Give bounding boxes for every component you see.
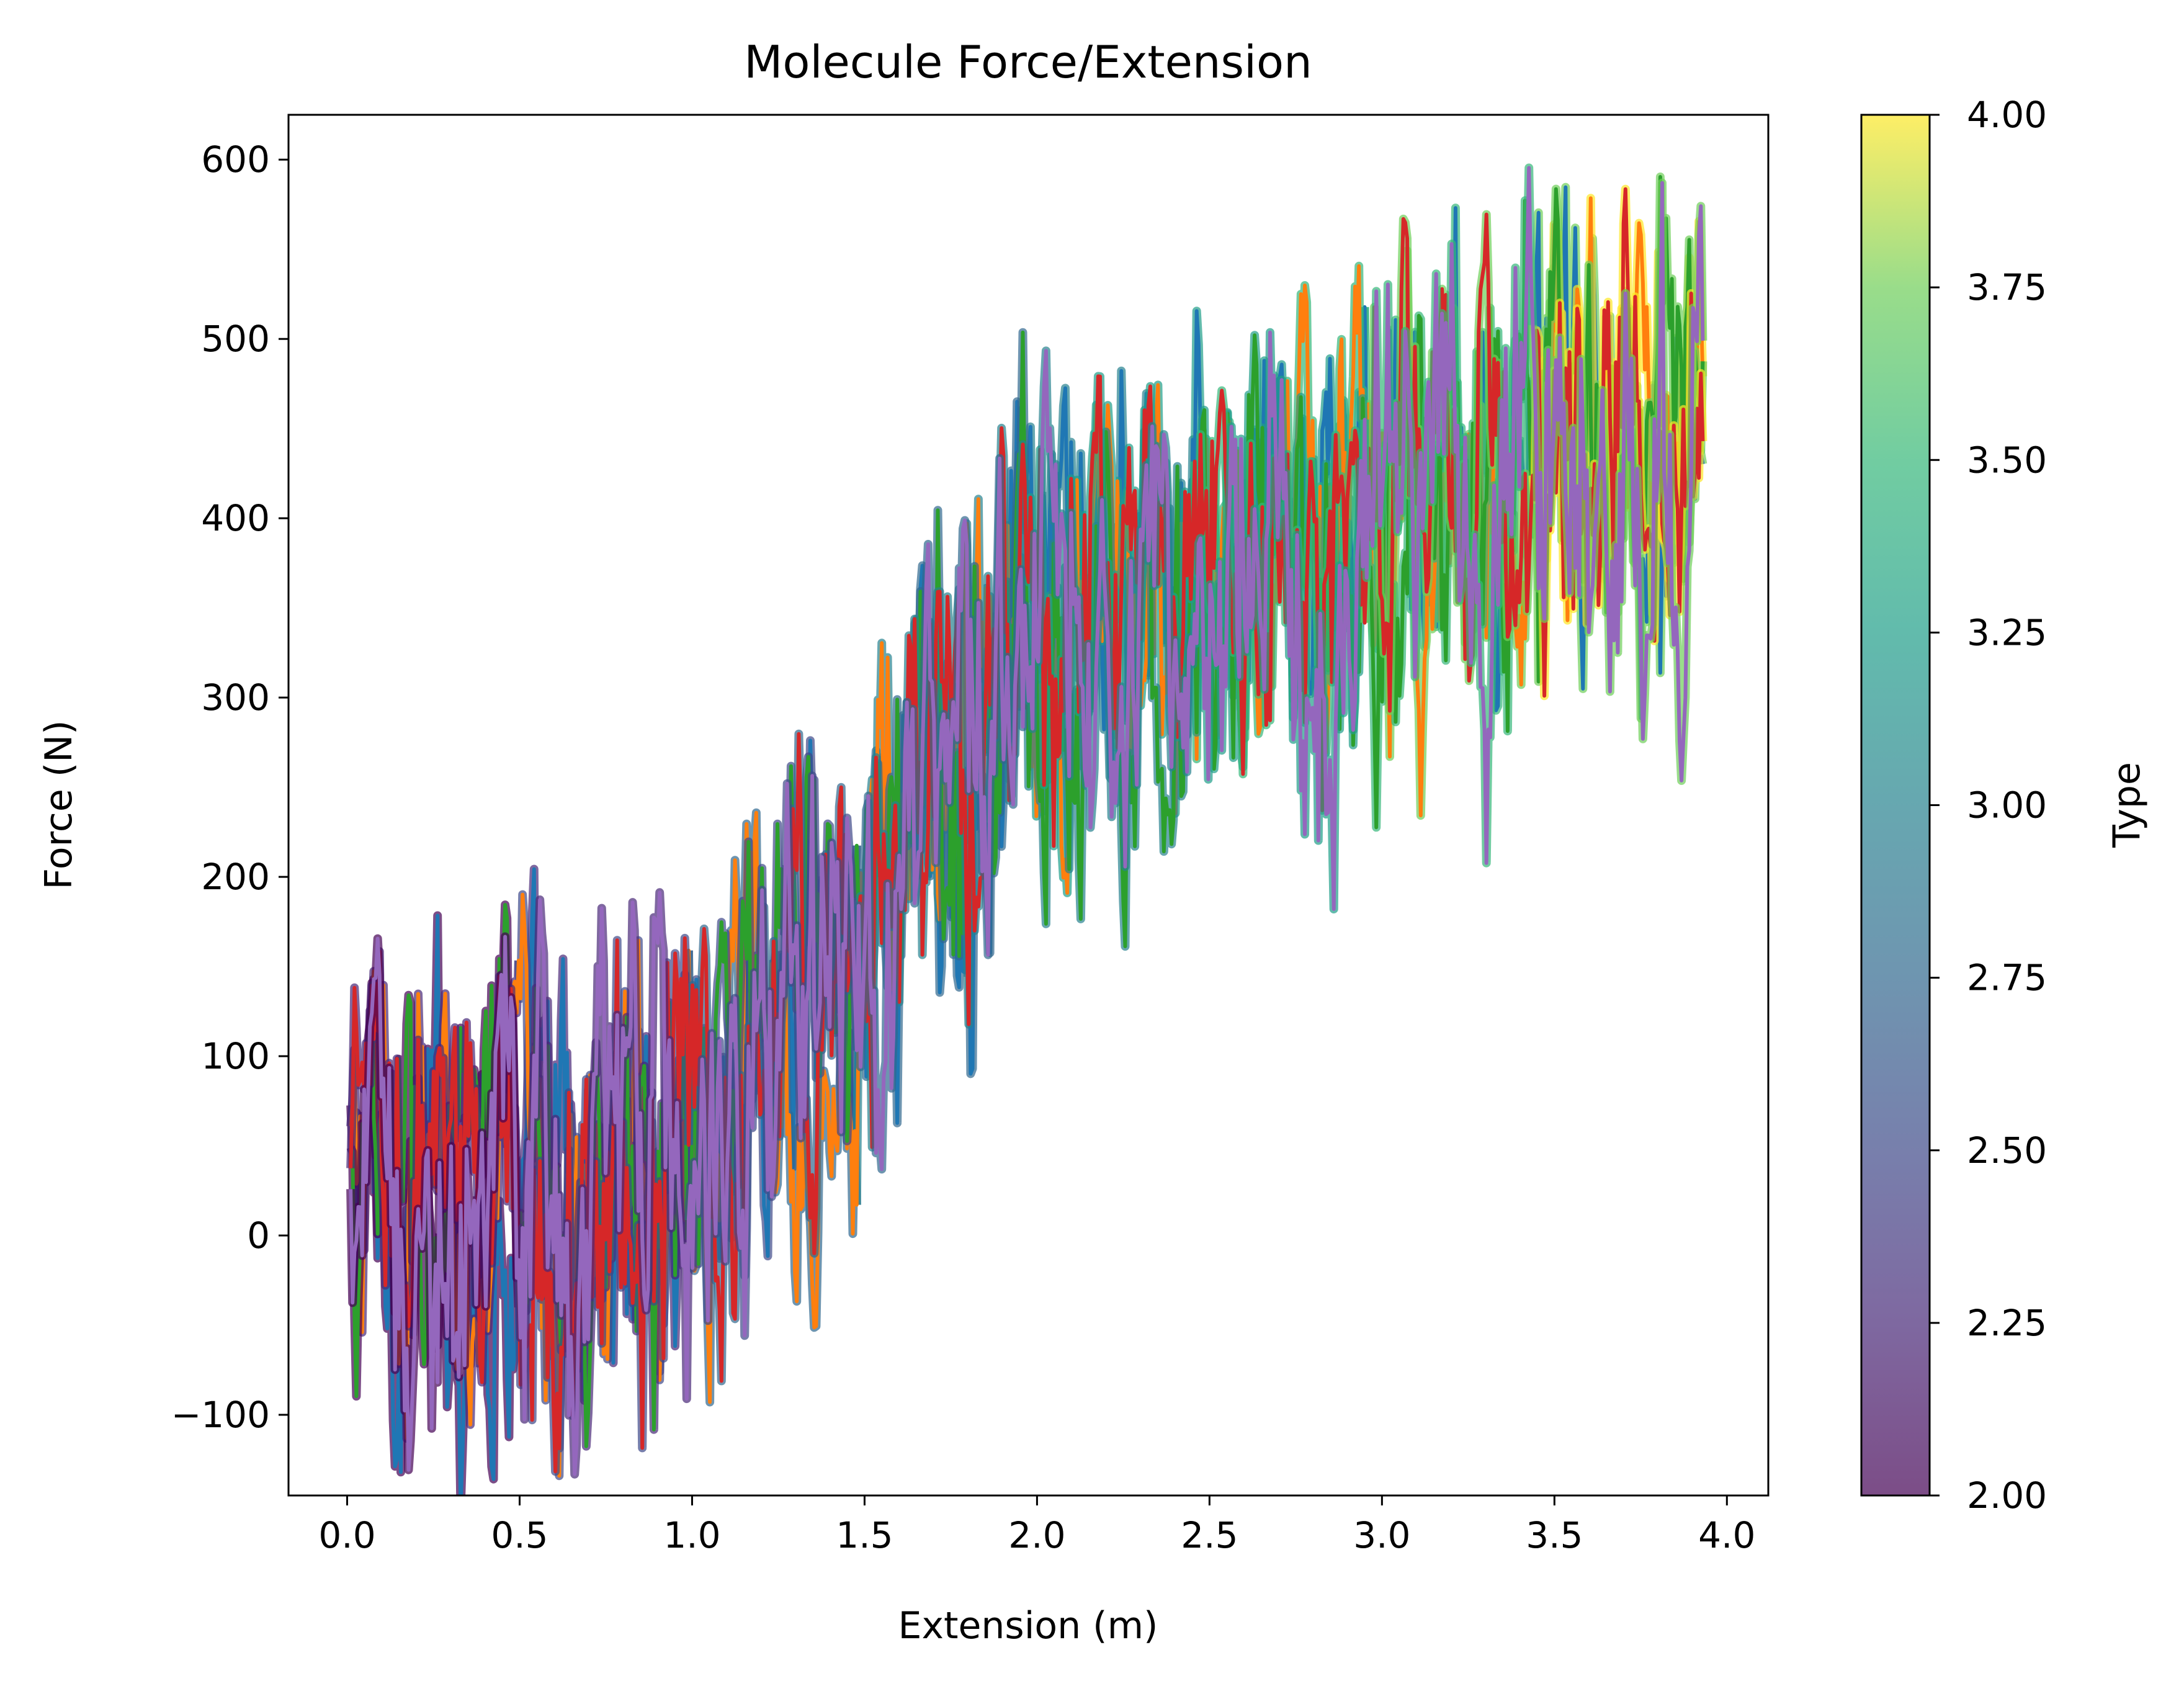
y-axis: −100 0 100 200 300 400 500 600 (171, 138, 289, 1436)
colorbar-tick-label: 2.75 (1967, 957, 2047, 999)
colorbar-tick-label: 2.25 (1967, 1302, 2047, 1344)
colorbar-tick-label: 3.75 (1967, 266, 2047, 308)
x-tick-label: 2.0 (1008, 1514, 1065, 1556)
colorbar-tick-label: 3.25 (1967, 611, 2047, 653)
colorbar-ticks: 2.00 2.25 2.50 2.75 3.00 3.25 3.50 3.75 4.00 (1930, 94, 2047, 1517)
colorbar-label: Type (2105, 762, 2149, 848)
colorbar-fill (1861, 115, 1930, 1495)
x-tick-label: 1.0 (663, 1514, 720, 1556)
x-tick-label: 0.5 (491, 1514, 548, 1556)
x-tick-label: 3.5 (1526, 1514, 1583, 1556)
x-tick-label: 3.0 (1353, 1514, 1410, 1556)
chart-title: Molecule Force/Extension (744, 36, 1312, 88)
colorbar-tick-label: 3.50 (1967, 439, 2047, 481)
x-tick-label: 2.5 (1181, 1514, 1238, 1556)
y-axis-label: Force (N) (37, 720, 81, 889)
y-tick-label: 0 (247, 1214, 270, 1257)
y-tick-label: −100 (171, 1394, 270, 1436)
colorbar-tick-label: 2.00 (1967, 1474, 2047, 1517)
plot-area (346, 163, 1707, 1495)
y-tick-label: 500 (201, 318, 270, 360)
x-tick-label: 1.5 (836, 1514, 893, 1556)
x-axis: 0.0 0.5 1.0 1.5 2.0 2.5 3.0 3.5 4.0 (318, 1495, 1755, 1556)
colorbar-tick-label: 3.00 (1967, 784, 2047, 827)
y-tick-label: 600 (201, 138, 270, 181)
x-tick-label: 4.0 (1698, 1514, 1755, 1556)
y-tick-label: 200 (201, 856, 270, 898)
colorbar: 2.00 2.25 2.50 2.75 3.00 3.25 3.50 3.75 4.00 Typ… (1860, 94, 2149, 1517)
series-line-5 (349, 166, 1705, 1476)
y-tick-label: 100 (201, 1035, 270, 1077)
plot-frame (287, 114, 1770, 1497)
y-tick-label: 400 (201, 497, 270, 539)
colorbar-tick-label: 2.50 (1967, 1129, 2047, 1172)
x-tick-label: 0.0 (318, 1514, 375, 1556)
y-tick-label: 300 (201, 676, 270, 719)
x-axis-label: Extension (m) (898, 1604, 1158, 1648)
colorbar-tick-label: 4.00 (1967, 94, 2047, 136)
